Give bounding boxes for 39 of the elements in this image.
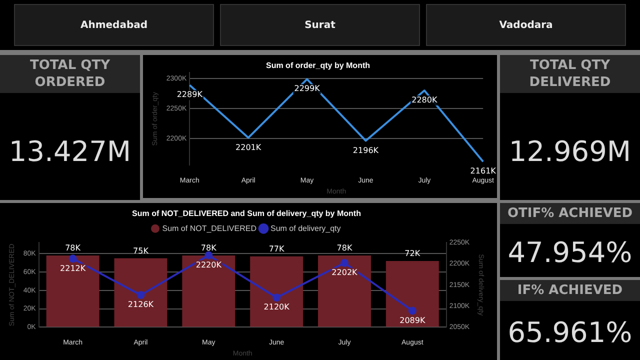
text: Vadodara bbox=[426, 4, 626, 46]
point bbox=[272, 294, 281, 302]
data-label: 2220K bbox=[196, 260, 222, 270]
data-label: 2196K bbox=[352, 146, 380, 155]
data-label: 2126K bbox=[128, 300, 154, 310]
text: TOTAL QTY DELIVERED bbox=[500, 55, 640, 93]
data-label: 2212K bbox=[60, 264, 86, 273]
data-label: 72K bbox=[404, 249, 421, 258]
text: Ahmedabad bbox=[14, 4, 214, 46]
data-label: 2089K bbox=[400, 316, 426, 325]
text: 65.961% bbox=[506, 316, 634, 349]
text: 47.954% bbox=[506, 236, 634, 270]
chart-title: Sum of order_qty by Month bbox=[266, 61, 370, 70]
text: TOTAL QTY ORDERED bbox=[0, 55, 140, 93]
point bbox=[204, 251, 213, 260]
text: 12.969M bbox=[508, 134, 632, 168]
point bbox=[68, 254, 77, 263]
text: Surat bbox=[220, 4, 420, 46]
point bbox=[340, 258, 348, 267]
data-label: 2202K bbox=[332, 268, 358, 277]
text: IF% ACHIEVED bbox=[500, 280, 640, 301]
point bbox=[408, 306, 416, 315]
data-label: 2161K bbox=[470, 166, 497, 176]
data-label: 2120K bbox=[264, 302, 290, 312]
data-label: 75K bbox=[133, 246, 150, 256]
point bbox=[136, 291, 145, 300]
legend-label: Sum of delivery_qty bbox=[270, 224, 341, 233]
text: OTIF% ACHIEVED bbox=[500, 203, 640, 224]
text: 13.427M bbox=[8, 134, 132, 168]
data-label: 2289K bbox=[176, 90, 204, 100]
data-label: 2201K bbox=[236, 142, 262, 152]
data-label: 77K bbox=[268, 244, 286, 254]
data-label: 78K bbox=[200, 244, 218, 253]
data-label: 78K bbox=[65, 244, 82, 253]
data-label: 2299K bbox=[294, 84, 321, 94]
chart-title: Sum of NOT_DELIVERED and Sum of delivery_qty by Month bbox=[132, 209, 362, 218]
legend-label: Sum of NOT_DELIVERED bbox=[162, 224, 257, 233]
data-label: 2280K bbox=[412, 96, 438, 105]
data-label: 78K bbox=[336, 244, 353, 253]
